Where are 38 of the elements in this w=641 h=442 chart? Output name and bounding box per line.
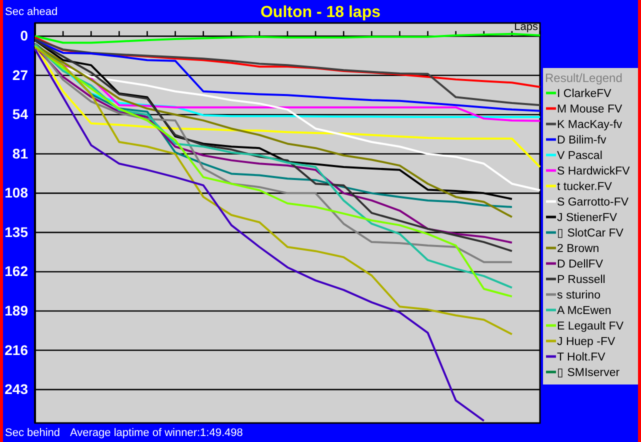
x-axis-title: Laps [514, 21, 538, 34]
legend-label: I ClarkeFV [557, 88, 612, 100]
legend-title: Result/Legend [545, 71, 622, 85]
line-series [34, 44, 541, 168]
y-tick-label: 0 [20, 28, 28, 44]
legend-label: J StienerFV [557, 212, 618, 224]
legend-label: 2 Brown [557, 243, 600, 255]
legend-label: K MacKay-fv [557, 119, 622, 131]
line-series [34, 48, 485, 422]
legend-label: E Legault FV [557, 320, 624, 332]
legend-label: t tucker.FV [557, 181, 612, 193]
y-tick-label: 189 [4, 302, 28, 318]
y-tick-label: 108 [4, 184, 28, 201]
text: Sec behind [5, 427, 60, 439]
y-axis-title: Sec ahead [5, 6, 58, 18]
legend-label: J Huep -FV [557, 336, 616, 348]
legend-label: P Russell [557, 274, 606, 286]
y-tick-label: 243 [4, 381, 28, 398]
text: Average laptime of winner:1:49.498 [70, 427, 243, 439]
legend-label: V Pascal [557, 150, 602, 162]
y-tick-label: 27 [12, 66, 28, 83]
legend-label: T Holt.FV [557, 352, 606, 364]
legend-label: ▯ SMIserver [557, 367, 620, 379]
y-tick-label: 81 [12, 145, 28, 162]
legend-label: D DellFV [557, 258, 604, 270]
legend-label: s sturino [557, 290, 600, 302]
legend-label: S Garrotto-FV [557, 196, 629, 208]
legend-label: M Mouse FV [557, 104, 623, 116]
y-tick-label: 216 [4, 342, 28, 358]
y-tick-label: 54 [12, 106, 28, 122]
y-tick-label: 162 [4, 263, 28, 280]
legend-label: D Bilim-fv [557, 134, 606, 146]
legend-label: S HardwickFV [557, 166, 630, 178]
y-tick-label: 135 [4, 224, 28, 240]
legend-label: ▯ SlotCar FV [557, 228, 624, 240]
chart-title: Oulton - 18 laps [260, 4, 381, 21]
line-series [34, 32, 541, 44]
legend-label: A McEwen [557, 305, 612, 317]
